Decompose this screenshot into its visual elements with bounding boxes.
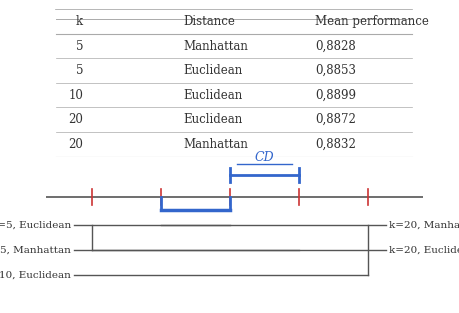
Text: Euclidean: Euclidean xyxy=(183,113,242,126)
Text: 0,8853: 0,8853 xyxy=(314,64,355,77)
Text: k=5, Euclidean: k=5, Euclidean xyxy=(0,221,71,230)
Text: 5: 5 xyxy=(75,64,83,77)
Text: k=5, Manhattan: k=5, Manhattan xyxy=(0,246,71,255)
Text: 5: 5 xyxy=(75,40,83,53)
Text: CD: CD xyxy=(254,151,274,164)
Text: k=10, Euclidean: k=10, Euclidean xyxy=(0,271,71,280)
Text: 0,8832: 0,8832 xyxy=(314,138,355,151)
Text: Mean performance: Mean performance xyxy=(314,15,428,28)
Text: 0,8828: 0,8828 xyxy=(314,40,355,53)
Text: Distance: Distance xyxy=(183,15,235,28)
Text: Euclidean: Euclidean xyxy=(183,64,242,77)
Text: 20: 20 xyxy=(68,138,83,151)
Text: k=20, Manhattan: k=20, Manhattan xyxy=(388,221,459,230)
Text: 0,8899: 0,8899 xyxy=(314,89,355,102)
Text: Euclidean: Euclidean xyxy=(183,89,242,102)
Text: 20: 20 xyxy=(68,113,83,126)
Text: k: k xyxy=(76,15,83,28)
Text: 0,8872: 0,8872 xyxy=(314,113,355,126)
Text: Manhattan: Manhattan xyxy=(183,138,248,151)
Text: k=20, Euclidean: k=20, Euclidean xyxy=(388,246,459,255)
Text: 10: 10 xyxy=(68,89,83,102)
Text: Manhattan: Manhattan xyxy=(183,40,248,53)
